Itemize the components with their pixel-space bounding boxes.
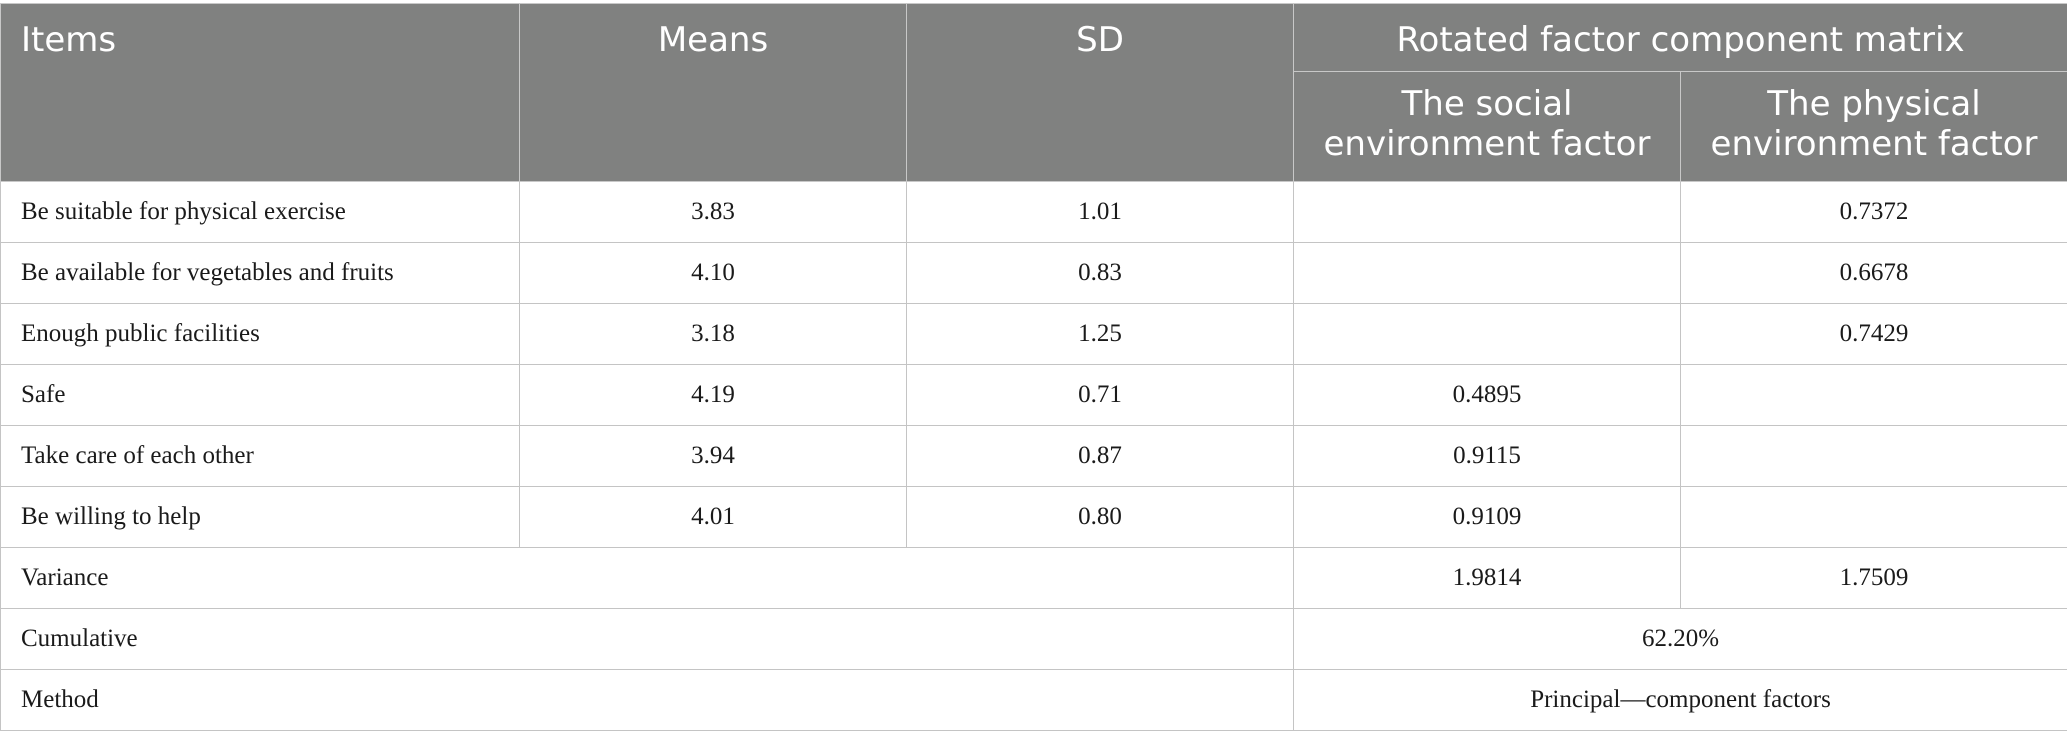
- cell-social: [1293, 242, 1681, 304]
- cell-physical: [1679, 486, 2067, 548]
- cumulative-label: Cumulative: [0, 608, 1294, 670]
- header-means: Means: [519, 3, 907, 182]
- variance-physical: 1.7509: [1679, 547, 2067, 609]
- cell-item: Be suitable for physical exercise: [0, 181, 520, 243]
- table-row: Be willing to help 4.01 0.80 0.9109: [0, 486, 2067, 548]
- cell-item: Safe: [0, 364, 520, 426]
- cumulative-row: Cumulative 62.20%: [0, 608, 2067, 670]
- header-physical-line1: The physical: [1767, 84, 1981, 124]
- cell-physical: [1679, 364, 2067, 426]
- variance-social: 1.9814: [1293, 547, 1681, 609]
- table-row: Enough public facilities 3.18 1.25 0.742…: [0, 303, 2067, 365]
- cell-sd: 1.01: [906, 181, 1294, 243]
- cell-mean: 3.18: [519, 303, 907, 365]
- cell-item: Be available for vegetables and fruits: [0, 242, 520, 304]
- cell-social: 0.9115: [1293, 425, 1681, 487]
- cell-sd: 1.25: [906, 303, 1294, 365]
- cell-mean: 4.01: [519, 486, 907, 548]
- variance-label: Variance: [0, 547, 1294, 609]
- cell-mean: 4.19: [519, 364, 907, 426]
- header-social-factor: The social environment factor: [1293, 71, 1681, 182]
- cell-social: 0.4895: [1293, 364, 1681, 426]
- table-row: Be available for vegetables and fruits 4…: [0, 242, 2067, 304]
- header-items: Items: [0, 3, 520, 182]
- cumulative-value: 62.20%: [1292, 608, 2067, 670]
- table-body: Be suitable for physical exercise 3.83 1…: [0, 181, 2067, 731]
- cell-item: Be willing to help: [0, 486, 520, 548]
- table-row: Take care of each other 3.94 0.87 0.9115: [0, 425, 2067, 487]
- cell-sd: 0.83: [906, 242, 1294, 304]
- header-rotated-factor-matrix: Rotated factor component matrix: [1292, 3, 2067, 72]
- cell-mean: 3.94: [519, 425, 907, 487]
- method-label: Method: [0, 669, 1294, 731]
- method-value: Principal—component factors: [1292, 669, 2067, 731]
- cell-item: Enough public facilities: [0, 303, 520, 365]
- header-physical-line2: environment factor: [1710, 124, 2038, 164]
- cell-sd: 0.87: [906, 425, 1294, 487]
- cell-social: 0.9109: [1293, 486, 1681, 548]
- factor-analysis-table: Items Means SD Rotated factor component …: [0, 3, 2067, 731]
- header-social-line1: The social: [1401, 84, 1573, 124]
- cell-sd: 0.71: [906, 364, 1294, 426]
- table-header: Items Means SD Rotated factor component …: [0, 3, 2067, 182]
- method-row: Method Principal—component factors: [0, 669, 2067, 731]
- cell-mean: 3.83: [519, 181, 907, 243]
- cell-physical: 0.7429: [1679, 303, 2067, 365]
- table-row: Be suitable for physical exercise 3.83 1…: [0, 181, 2067, 243]
- cell-physical: 0.6678: [1679, 242, 2067, 304]
- cell-item: Take care of each other: [0, 425, 520, 487]
- cell-sd: 0.80: [906, 486, 1294, 548]
- table-row: Safe 4.19 0.71 0.4895: [0, 364, 2067, 426]
- cell-mean: 4.10: [519, 242, 907, 304]
- header-sd: SD: [906, 3, 1294, 182]
- cell-social: [1293, 303, 1681, 365]
- cell-physical: [1679, 425, 2067, 487]
- cell-social: [1293, 181, 1681, 243]
- cell-physical: 0.7372: [1679, 181, 2067, 243]
- header-physical-factor: The physical environment factor: [1679, 71, 2067, 182]
- variance-row: Variance 1.9814 1.7509: [0, 547, 2067, 609]
- header-social-line2: environment factor: [1323, 124, 1651, 164]
